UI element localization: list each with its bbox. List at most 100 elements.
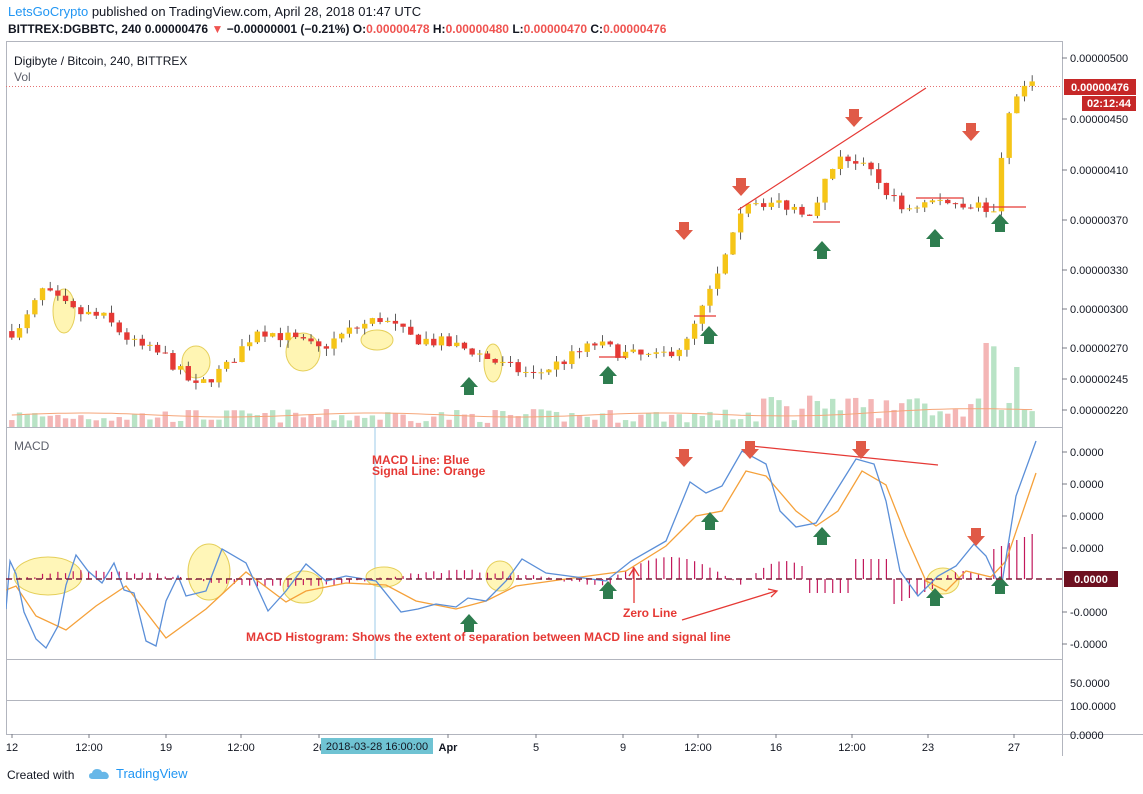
price-axis-ticks: 0.00000500 0.00000450 0.00000410 0.00000370… [1062,53,1128,742]
down-arrow-icon [675,449,693,467]
candle-body [70,301,76,308]
candle-body [776,200,782,203]
candle-body [507,361,514,363]
candle-body [346,327,353,334]
ohlc-line: BITTREX:DGBBTC, 240 0.00000476 ▼ −0.0000… [8,22,666,36]
volume-bar [392,413,399,427]
candle-body [906,208,913,210]
candle-body [1006,113,1012,158]
time-tick-label: 12:00 [684,742,712,754]
volume-bar [546,410,552,427]
volume-bar [185,410,191,427]
volume-bar [768,397,775,427]
macd-tick-label: 0.0000 [1070,543,1104,555]
volume-bar [469,413,475,427]
up-arrow-icon [813,241,831,259]
candle-body [385,320,391,322]
volume-bar [316,417,322,427]
candle-body [699,305,705,324]
volume-bar [70,418,76,427]
volume-bar [78,415,84,427]
volume-bar [968,404,974,427]
chart-svg[interactable]: Digibyte / Bitcoin, 240, BITTREX Vol MAC… [5,41,1143,756]
volume-bar [1014,367,1020,427]
volume-bar [438,412,445,427]
timer-tag-text: 02:12:44 [1087,98,1132,110]
volume-bar [308,414,314,427]
price-tick-label: 0.00000330 [1070,265,1128,277]
volume-bar [638,414,644,427]
up-arrow-icon [991,576,1009,594]
candle-body [630,349,636,352]
tradingview-link[interactable]: TradingView [88,766,188,781]
symbol-label: BITTREX:DGBBTC, 240 [8,22,142,36]
change-value: −0.00000001 (−0.21%) [226,22,350,36]
candle-body [653,352,659,354]
volume-bar [622,420,629,427]
volume-bar [699,415,705,427]
macd-lines [5,440,1037,650]
volume-bar [454,410,460,427]
highlight-ellipse [13,556,83,596]
volume-bar [891,409,897,427]
chart-area[interactable]: Digibyte / Bitcoin, 240, BITTREX Vol MAC… [5,41,1143,756]
up-arrow-icon [701,512,719,530]
candle-body [876,169,882,183]
volume-bar [906,399,913,427]
volume-bar [998,410,1005,427]
time-tick-label: 12:00 [227,742,255,754]
candle-body [101,312,107,316]
volume-bar [707,411,713,427]
extra-tick-label: 100.0000 [1070,701,1116,713]
down-arrow-icon [962,123,980,141]
up-arrow-icon [599,366,617,384]
candle-body [868,162,874,170]
signal-line-note: Signal Line: Orange [372,464,486,478]
down-arrow-icon [852,441,870,459]
candle-body [431,338,437,346]
price-pane-title: Digibyte / Bitcoin, 240, BITTREX [14,54,187,68]
last-price: 0.00000476 [144,22,209,36]
candle-body [362,323,368,329]
candle-body [408,326,414,335]
up-arrow-icon [813,527,831,545]
highlight-ellipse [485,560,515,592]
price-tick-label: 0.00000220 [1070,405,1128,417]
volume-bar [853,397,859,427]
candle-body [62,295,69,302]
volume-bar [691,413,698,427]
up-arrow-icon [700,326,718,344]
volume-bar [745,412,751,427]
time-tick-label: 12:00 [838,742,866,754]
volume-bar [362,417,368,427]
volume-bar [200,419,207,427]
candle-body [377,318,383,322]
volume-bar [630,421,636,427]
close-label: C: [590,22,604,36]
candle-body [638,349,644,355]
volume-bar [569,413,575,427]
volume-bar [400,414,406,427]
author-link[interactable]: LetsGoCrypto [8,4,89,19]
time-cursor-tag [321,738,433,754]
candle-body [500,361,506,363]
down-arrow-icon [845,109,863,127]
volume-bar [876,418,882,427]
up-arrow-icon [926,229,944,247]
candle-body [139,338,145,346]
volume-bar [55,414,61,427]
volume-bar [776,400,782,427]
extra-tick-label: 0.0000 [1070,730,1104,742]
highlight-ellipse [483,343,503,383]
zero-line-note: Zero Line [623,606,677,620]
candle-body [1014,96,1020,114]
candle-body [331,338,337,349]
volume-bar [269,410,276,427]
volume-bar [945,413,951,427]
price-tag-text: 0.00000476 [1071,82,1129,94]
candle-body [308,338,314,342]
candle-body [783,200,790,210]
candle-body [960,203,966,208]
volume-bar [415,422,422,427]
candle-body [316,341,322,347]
